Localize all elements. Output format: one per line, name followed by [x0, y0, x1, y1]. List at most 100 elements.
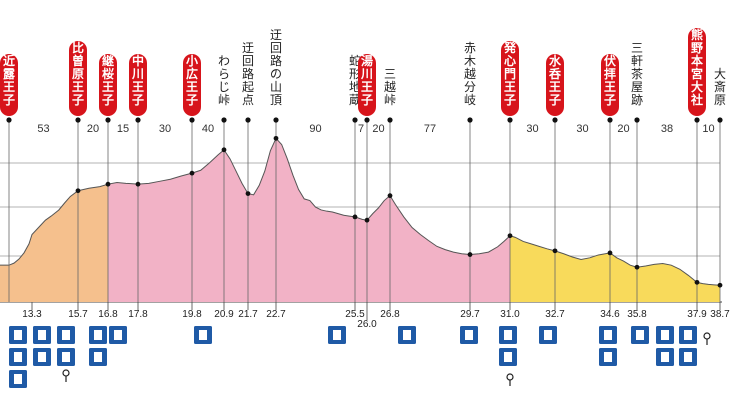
landmark-surface-dot	[352, 214, 358, 220]
landmark-label: 近	[3, 53, 15, 68]
landmark-label: 斎	[714, 79, 726, 94]
landmark-label: 曽	[72, 53, 84, 68]
landmark-label: 王	[504, 80, 516, 94]
landmark-top-dot	[634, 117, 640, 123]
landmark-label: 本	[691, 53, 703, 68]
landmark-surface-dot	[607, 250, 613, 256]
landmark-label: の	[270, 67, 282, 81]
landmark-top-dot	[364, 117, 370, 123]
landmark-label: 原	[72, 67, 84, 81]
landmark-label: 跡	[631, 92, 643, 107]
landmark-surface-dot	[75, 188, 81, 194]
segment-minutes: 20	[87, 123, 99, 135]
landmark-label: 迂	[270, 28, 282, 42]
landmark-label: 王	[102, 80, 114, 94]
facility-icon-glyph	[199, 330, 207, 340]
facility-icon-glyph	[684, 330, 692, 340]
landmark-surface-dot	[245, 191, 251, 196]
km-label: 22.7	[266, 309, 286, 320]
facility-icon-glyph	[62, 352, 70, 362]
facility-icon-glyph	[544, 330, 552, 340]
landmark-top-dot	[135, 117, 141, 123]
facility-icon-glyph	[38, 352, 46, 362]
segment-minutes: 7	[358, 123, 364, 135]
landmark-label: 宮	[691, 66, 703, 81]
profile-area-orange	[0, 184, 108, 302]
facility-icon-glyph	[38, 330, 46, 340]
landmark-label: 拝	[604, 66, 616, 81]
km-label: 25.5	[345, 309, 365, 320]
facility-icon-glyph	[504, 330, 512, 340]
km-label: 19.8	[182, 309, 202, 320]
landmark-label: 分	[464, 80, 476, 94]
oji-tag	[688, 28, 706, 116]
facility-icon-glyph	[661, 330, 669, 340]
km-label: 15.7	[68, 309, 88, 320]
landmark-label: 水	[549, 53, 562, 68]
landmark-surface-dot	[364, 217, 370, 223]
facility-icon-glyph	[14, 330, 22, 340]
oji-tag	[183, 54, 201, 116]
segment-minutes: 30	[526, 123, 538, 135]
landmark-label: 社	[690, 92, 703, 107]
km-label: 31.0	[500, 309, 520, 320]
landmark-label: 門	[504, 67, 516, 81]
landmark-label: 子	[132, 93, 144, 107]
landmark-top-dot	[189, 117, 195, 123]
landmark-top-dot	[387, 117, 393, 123]
landmark-top-dot	[507, 117, 513, 123]
landmark-label: 起	[242, 80, 254, 94]
landmark-surface-dot	[273, 135, 279, 141]
km-label: 35.8	[627, 309, 647, 320]
landmark-label: 岐	[464, 93, 476, 107]
segment-minutes: 90	[309, 123, 321, 135]
km-label: 13.3	[22, 309, 42, 320]
landmark-label: 王	[186, 80, 198, 94]
info-pin-icon	[506, 373, 514, 381]
landmark-label: 屋	[631, 80, 643, 94]
segment-minutes: 30	[159, 123, 171, 135]
landmark-label: 王	[604, 80, 616, 94]
landmark-label: 川	[360, 67, 373, 81]
km-label: 29.7	[460, 309, 480, 320]
segment-minutes: 38	[661, 123, 673, 135]
landmark-label: 川	[131, 67, 144, 81]
landmark-top-dot	[552, 117, 558, 123]
segment-minutes: 40	[202, 123, 214, 135]
oji-tag	[546, 54, 564, 116]
km-label: 32.7	[545, 309, 565, 320]
segment-minutes: 15	[117, 123, 129, 135]
facility-icon-glyph	[114, 330, 122, 340]
landmark-label: 茶	[631, 66, 643, 81]
landmark-label: 王	[132, 80, 144, 94]
facility-icon-glyph	[465, 330, 473, 340]
info-pin-icon	[703, 332, 711, 340]
facility-icon-glyph	[14, 374, 22, 384]
facility-icon-glyph	[504, 352, 512, 362]
landmark-surface-dot	[467, 252, 473, 257]
landmark-top-dot	[607, 117, 613, 123]
landmark-label: 赤	[464, 41, 476, 55]
segment-minutes: 20	[372, 123, 384, 135]
landmark-label: 野	[691, 41, 703, 55]
facility-icon-glyph	[62, 330, 70, 340]
facility-icon-glyph	[604, 330, 612, 340]
facility-icon-glyph	[94, 330, 102, 340]
landmark-label: 子	[361, 93, 373, 107]
km-label: 20.9	[214, 309, 234, 320]
oji-tag	[99, 54, 117, 116]
facility-icon-glyph	[604, 352, 612, 362]
landmark-label: 比	[72, 40, 84, 55]
landmark-surface-dot	[634, 264, 640, 270]
landmark-top-dot	[273, 117, 279, 123]
landmark-surface-dot	[694, 279, 700, 285]
km-label: 34.6	[600, 309, 620, 320]
facility-icon-glyph	[661, 352, 669, 362]
landmark-label: じ	[218, 80, 230, 94]
landmark-surface-dot	[387, 193, 393, 199]
oji-tag	[358, 54, 376, 116]
landmark-label: 越	[464, 67, 476, 81]
info-pin-icon	[62, 369, 70, 377]
landmark-label: 越	[384, 80, 396, 94]
km-label: 21.7	[238, 309, 258, 320]
